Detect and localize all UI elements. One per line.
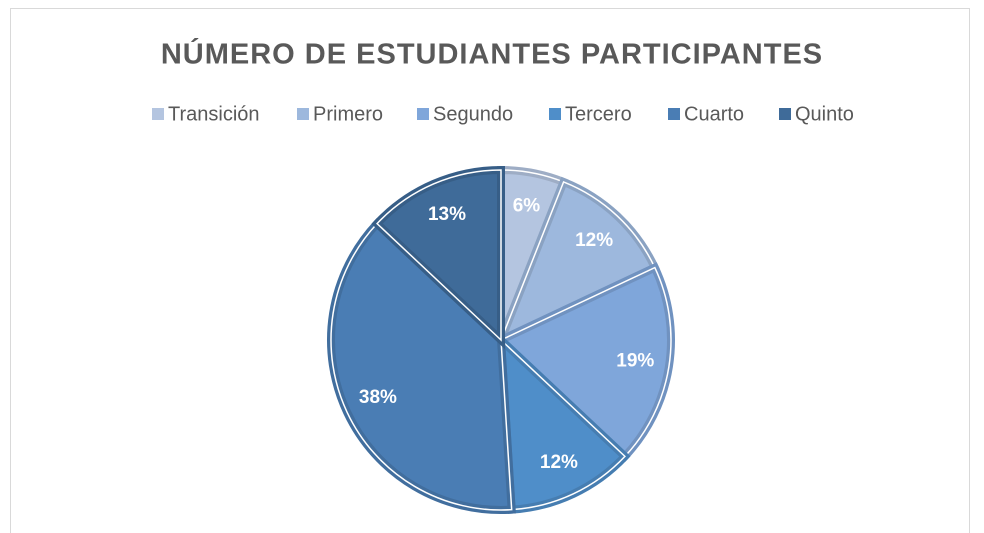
- data-label: 6%: [513, 195, 541, 216]
- legend-label: Primero: [313, 103, 383, 125]
- slice-gap: [499, 180, 656, 342]
- data-label: 13%: [428, 204, 466, 225]
- slice-gap: [500, 338, 626, 511]
- legend-label: Quinto: [795, 103, 854, 125]
- legend-swatch: [668, 108, 680, 120]
- data-label: 19%: [616, 350, 654, 371]
- slice-gap: [499, 266, 672, 458]
- data-label: 12%: [540, 452, 578, 473]
- legend-swatch: [779, 108, 791, 120]
- data-label: 12%: [575, 230, 613, 251]
- chart-title: NÚMERO DE ESTUDIANTES PARTICIPANTES: [161, 37, 823, 71]
- legend-swatch: [417, 108, 429, 120]
- slice-gap: [376, 169, 502, 342]
- legend-swatch: [297, 108, 309, 120]
- data-label: 38%: [359, 387, 397, 408]
- legend-label: Segundo: [433, 103, 513, 125]
- legend-swatch: [549, 108, 561, 120]
- legend-label: Tercero: [565, 103, 632, 125]
- legend-label: Cuarto: [684, 103, 744, 125]
- legend-swatch: [152, 108, 164, 120]
- slice-gap: [330, 222, 513, 511]
- legend-label: Transición: [168, 103, 260, 125]
